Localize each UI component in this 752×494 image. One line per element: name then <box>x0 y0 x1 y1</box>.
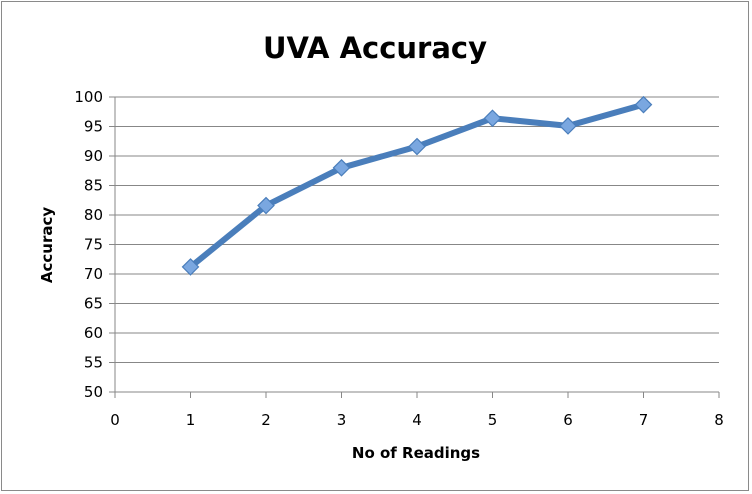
y-tick-label: 55 <box>84 354 103 372</box>
y-tick-labels: 50 55 60 65 70 75 80 85 90 95 100 <box>74 88 103 401</box>
x-tick-label: 5 <box>488 411 498 429</box>
data-point-marker <box>181 258 200 276</box>
x-axis-title: No of Readings <box>352 444 480 462</box>
data-point-marker <box>332 158 351 177</box>
y-tick-label: 85 <box>84 177 103 195</box>
data-point-marker <box>559 117 577 135</box>
x-tick-label: 8 <box>714 411 724 429</box>
x-tick-label: 4 <box>412 411 422 429</box>
chart-title: UVA Accuracy <box>263 31 487 65</box>
y-tick-label: 65 <box>84 295 103 313</box>
axes <box>109 96 720 398</box>
data-point-marker <box>634 95 653 114</box>
data-point-marker <box>483 109 502 128</box>
x-tick-label: 1 <box>186 411 196 429</box>
y-axis-title: Accuracy <box>38 207 56 283</box>
x-tick-label: 0 <box>110 411 120 429</box>
y-tick-label: 90 <box>84 147 103 165</box>
x-tick-label: 3 <box>337 411 347 429</box>
x-tick-label: 6 <box>563 411 573 429</box>
y-tick-label: 80 <box>84 206 103 224</box>
x-tick-labels: 0 1 2 3 4 5 6 7 8 <box>110 411 724 429</box>
x-tick-label: 2 <box>261 411 271 429</box>
y-tick-label: 100 <box>74 88 103 106</box>
y-tick-label: 70 <box>84 265 103 283</box>
x-tick-label: 7 <box>639 411 649 429</box>
y-tick-label: 75 <box>84 236 103 254</box>
data-point-marker <box>408 137 426 156</box>
series-markers <box>181 95 653 276</box>
y-tick-label: 60 <box>84 324 103 342</box>
data-point-marker <box>257 196 275 215</box>
y-tick-label: 95 <box>84 118 103 136</box>
y-tick-label: 50 <box>84 383 103 401</box>
